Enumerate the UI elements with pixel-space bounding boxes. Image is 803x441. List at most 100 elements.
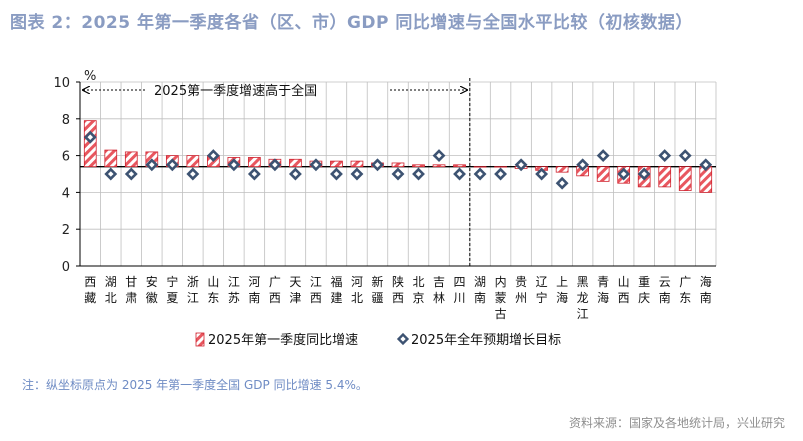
bar-layer [83, 120, 713, 193]
x-category-label: 河南 [248, 275, 260, 305]
marker-layer [83, 130, 713, 190]
bar-湖北 [104, 149, 118, 168]
bar-浙江 [186, 155, 200, 168]
category-label-layer: 西藏湖北甘肃安徽宁夏浙江山东江苏河南广西天津江西福建河北新疆陕西北京吉林四川湖南… [84, 274, 711, 321]
marker-甘肃 [124, 167, 138, 181]
bar-四川 [453, 164, 466, 168]
bar-天津 [289, 158, 302, 168]
y-tick-label: 8 [62, 113, 70, 128]
x-category-label: 新疆 [371, 274, 383, 305]
x-category-label: 江苏 [228, 275, 240, 305]
marker-广西 [268, 158, 282, 172]
source-text: 资料来源：国家及各地统计局，兴业研究 [568, 416, 785, 430]
marker-江西 [309, 158, 323, 172]
bar-广东 [678, 166, 692, 191]
x-category-label: 天津 [289, 275, 301, 305]
y-unit-label: % [84, 69, 96, 84]
bar-河南 [248, 157, 261, 168]
marker-湖北 [104, 167, 118, 181]
x-category-label: 湖北 [105, 274, 117, 305]
x-category-label: 青海 [597, 275, 609, 305]
marker-西藏 [83, 130, 97, 144]
marker-浙江 [186, 167, 200, 181]
x-category-label: 内蒙古 [495, 275, 507, 321]
y-tick-label: 4 [62, 186, 70, 201]
bar-青海 [596, 166, 610, 182]
bar-陕西 [391, 162, 405, 168]
legend-bar-swatch [195, 332, 205, 347]
x-category-label: 北京 [413, 275, 425, 305]
x-category-label: 福建 [330, 274, 342, 305]
x-category-label: 贵州 [515, 275, 527, 305]
legend-label-marker: 2025年全年预期增长目标 [411, 332, 561, 348]
marker-陕西 [391, 167, 405, 181]
x-category-label: 重庆 [638, 275, 650, 305]
marker-河南 [247, 167, 261, 181]
marker-海南 [699, 158, 713, 172]
x-category-label: 宁夏 [166, 274, 178, 305]
legend: 2025年第一季度同比增速 2025年全年预期增长目标 [195, 332, 561, 348]
marker-广东 [678, 149, 692, 163]
marker-宁夏 [165, 158, 179, 172]
y-tick-label: 10 [53, 76, 70, 91]
x-category-label: 云南 [659, 275, 671, 305]
bar-云南 [658, 166, 672, 188]
marker-江苏 [227, 158, 241, 172]
y-tick-label: 2 [62, 223, 70, 238]
marker-安徽 [145, 158, 159, 172]
annotation-layer: 2025第一季度增速高于全国 [83, 78, 471, 266]
legend-marker-swatch [396, 332, 410, 346]
marker-重庆 [637, 167, 651, 181]
marker-吉林 [432, 149, 446, 163]
chart: 0 2 4 6 8 10% 2025第一季度增速高于全国 西藏湖北甘肃安徽宁夏浙江山东江苏… [53, 69, 717, 348]
marker-上海 [555, 176, 569, 190]
x-category-label: 辽宁 [536, 275, 548, 305]
marker-青海 [596, 149, 610, 163]
marker-山东 [206, 149, 220, 163]
x-category-label: 广西 [269, 275, 281, 305]
x-category-label: 陕西 [392, 274, 404, 305]
x-category-label: 吉林 [433, 275, 445, 305]
x-category-label: 江西 [310, 275, 322, 305]
bar-上海 [555, 166, 569, 173]
x-category-label: 上海 [556, 275, 568, 305]
marker-湖南 [473, 167, 487, 181]
x-category-label: 浙江 [187, 275, 199, 305]
bar-甘肃 [124, 151, 138, 168]
x-category-label: 海南 [700, 274, 712, 305]
bar-西藏 [83, 120, 97, 168]
axis-layer: 0 2 4 6 8 10% [53, 69, 716, 275]
bar-吉林 [432, 164, 446, 168]
x-category-label: 安徽 [146, 274, 158, 305]
x-category-label: 山东 [207, 275, 219, 305]
legend-label-bar: 2025年第一季度同比增速 [208, 332, 358, 348]
x-category-label: 河北 [351, 275, 363, 305]
x-category-label: 黑龙江 [577, 275, 589, 321]
marker-新疆 [371, 158, 384, 172]
x-category-label: 四川 [454, 275, 466, 305]
x-category-label: 西藏 [84, 275, 96, 305]
chart-title: 图表 2：2025 年第一季度各省（区、市）GDP 同比增速与全国水平比较（初核… [10, 13, 693, 33]
x-category-label: 山西 [618, 275, 630, 305]
y-tick-label: 6 [62, 150, 70, 165]
marker-辽宁 [535, 167, 549, 181]
chart-note: 注：纵坐标原点为 2025 年第一季度全国 GDP 同比增速 5.4%。 [22, 378, 368, 392]
bar-北京 [412, 164, 425, 168]
bar-内蒙古 [494, 166, 507, 168]
marker-贵州 [514, 158, 528, 172]
marker-天津 [288, 167, 302, 181]
x-category-label: 湖南 [474, 274, 486, 305]
marker-山西 [617, 167, 631, 181]
marker-云南 [658, 149, 672, 163]
bar-湖南 [473, 166, 487, 168]
bar-福建 [330, 160, 343, 168]
marker-北京 [412, 167, 425, 181]
marker-河北 [350, 167, 364, 181]
x-category-label: 甘肃 [125, 275, 137, 305]
annotation-text: 2025第一季度增速高于全国 [154, 83, 317, 99]
x-category-label: 广东 [679, 275, 691, 305]
marker-内蒙古 [494, 167, 508, 181]
y-tick-label: 0 [62, 260, 70, 275]
marker-四川 [453, 167, 466, 181]
marker-黑龙江 [576, 158, 590, 172]
